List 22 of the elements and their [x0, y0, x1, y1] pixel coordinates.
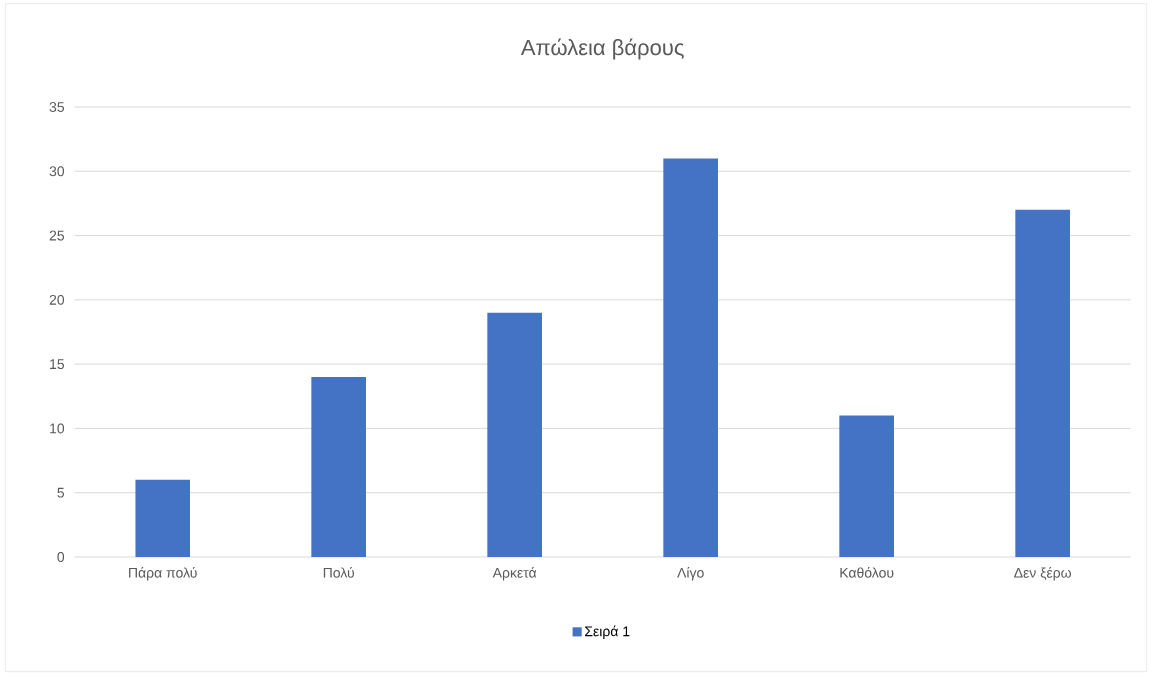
y-tick-label: 10	[50, 423, 65, 434]
y-tick-label: 15	[50, 359, 65, 370]
y-tick-label: 5	[57, 487, 65, 498]
y-tick-label: 25	[49, 230, 65, 241]
x-tick-label: Καθόλου	[840, 567, 894, 578]
chart-title: Απώλεια βάρους	[520, 38, 684, 60]
y-tick-label: 20	[49, 294, 65, 305]
bar	[1015, 209, 1070, 557]
y-tick-label: 35	[49, 102, 65, 112]
bar	[135, 479, 191, 557]
bar	[663, 158, 718, 557]
x-tick-label: Αρκετά	[492, 567, 537, 581]
bar	[839, 415, 894, 557]
x-tick-label: Πολύ	[323, 567, 354, 578]
x-tick-label: Δεν ξέρω	[1014, 567, 1072, 581]
x-tick-label: Λίγο	[677, 567, 704, 581]
y-tick-label: 30	[49, 166, 65, 177]
bar	[311, 376, 367, 557]
y-tick-label: 0	[57, 552, 65, 562]
x-tick-label: Πάρα πολύ	[129, 567, 197, 581]
legend-label: Σειρά 1	[585, 625, 630, 640]
bar	[487, 312, 543, 557]
